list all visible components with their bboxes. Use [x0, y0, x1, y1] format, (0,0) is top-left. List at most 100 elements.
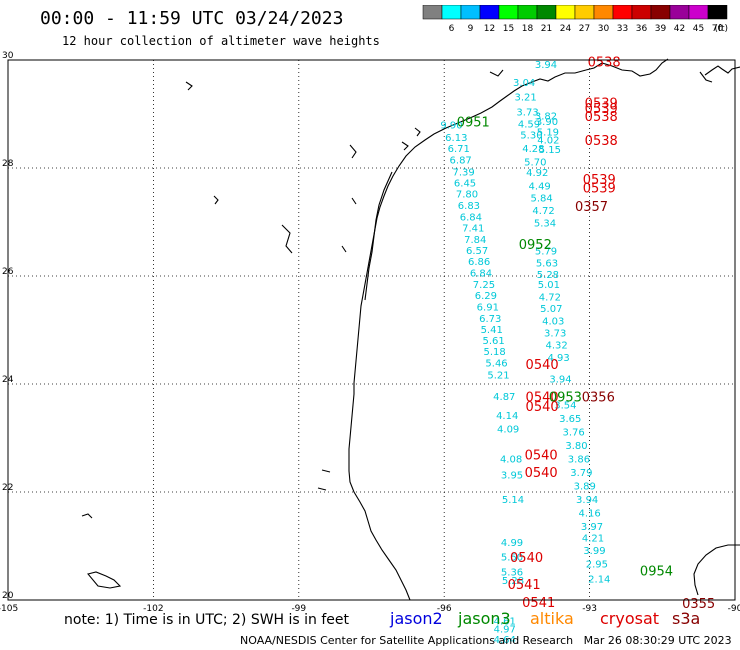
lon-tick-label: -102 [143, 604, 163, 614]
pass-time-label: 0357 [575, 200, 608, 215]
legend-label: 70 [712, 24, 724, 34]
pass-time-label: 0952 [519, 238, 552, 253]
legend-unit: (ft) [714, 24, 728, 34]
map-frame [7, 59, 736, 601]
legend-swatch [517, 5, 538, 20]
wave-height-value: 2.95 [586, 560, 608, 571]
legend-swatch [536, 5, 557, 20]
wave-height-value: 6.45 [454, 178, 476, 189]
legend-label: 21 [541, 24, 552, 34]
legend-label: 15 [503, 24, 514, 34]
pass-time-label: 0539 [585, 102, 618, 117]
legend-swatch [498, 5, 519, 20]
wave-height-value: 3.94 [535, 60, 557, 71]
legend-label: 9 [468, 24, 474, 34]
satellite-label-jason3: jason3 [458, 609, 511, 628]
wave-height-value: 3.80 [565, 441, 587, 452]
wave-height-value: 6.73 [479, 314, 501, 325]
pass-time-label: 0539 [583, 181, 616, 196]
wave-height-value: 4.03 [542, 317, 564, 328]
wave-height-value: 5.79 [535, 246, 557, 257]
wave-height-value: 3.73 [544, 328, 566, 339]
pass-time-label: 0539 [585, 97, 618, 112]
wave-height-value: 6.57 [466, 246, 488, 257]
lon-tick-label: -93 [582, 604, 597, 614]
pass-time-label: 0951 [457, 115, 490, 130]
wave-height-value: 4.72 [532, 206, 554, 217]
wave-height-value: 3.54 [554, 400, 576, 411]
legend-swatch [422, 5, 443, 20]
wave-height-value: 7.41 [462, 224, 484, 235]
legend-swatch [631, 5, 652, 20]
legend-label: 45 [693, 24, 704, 34]
wave-height-value: 3.95 [501, 471, 523, 482]
wave-height-value: 4.21 [582, 534, 604, 545]
wave-height-value: 6.84 [460, 212, 482, 223]
wave-height-value: 4.99 [501, 538, 523, 549]
wave-height-value: 4.09 [497, 425, 519, 436]
wave-height-value: 4.64 [494, 635, 516, 646]
legend-swatch [650, 5, 671, 20]
wave-height-value: 4.61 [494, 616, 516, 627]
wave-height-value: 5.50 [501, 553, 523, 564]
wave-height-value: 5.41 [481, 325, 503, 336]
wave-height-value: 4.97 [494, 624, 516, 635]
lat-tick-label: 30 [2, 51, 14, 61]
legend-label: 18 [522, 24, 534, 34]
pass-time-label: 0540 [526, 400, 559, 415]
wave-height-value: 3.82 [535, 111, 557, 122]
wave-height-value: 7.80 [456, 190, 478, 201]
legend-swatch [574, 5, 595, 20]
wave-height-value: 5.36 [501, 568, 523, 579]
wave-height-value: 3.89 [574, 481, 596, 492]
legend-swatch [460, 5, 481, 20]
wave-height-value: 5.46 [485, 359, 507, 370]
wave-height-value: 5.15 [539, 145, 561, 156]
legend-label: 36 [636, 24, 648, 34]
legend-label: 12 [484, 24, 495, 34]
wave-height-value: 6.29 [475, 291, 497, 302]
wave-height-value: 5.63 [536, 258, 558, 269]
wave-height-value: 4.02 [537, 136, 559, 147]
wave-height-value: 4.16 [578, 508, 600, 519]
wave-height-value: 5.61 [483, 336, 505, 347]
wave-height-value: 5.84 [530, 193, 552, 204]
legend-label: 6 [449, 24, 455, 34]
wave-height-value: 5.70 [524, 157, 546, 168]
wave-height-value: 5.19 [537, 128, 559, 139]
legend-label: 42 [674, 24, 685, 34]
footer-note: note: 1) Time is in UTC; 2) SWH is in fe… [64, 612, 350, 628]
lon-tick-label: -90 [728, 604, 740, 614]
wave-height-value: 6.84 [470, 269, 492, 280]
wave-height-value: 3.76 [562, 427, 584, 438]
legend-label: 39 [655, 24, 667, 34]
lon-tick-label: -105 [0, 604, 18, 614]
wave-height-value: 4.08 [500, 454, 522, 465]
wave-height-value: 6.13 [445, 133, 467, 144]
legend-swatch [669, 5, 690, 20]
pass-time-label: 0540 [525, 466, 558, 481]
wave-height-value: 5.21 [487, 371, 509, 382]
color-legend: 6 9 12 15 18 21 24 27 30 33 36 39 42 45 70(ft) [422, 5, 728, 34]
wave-height-value: 7.25 [473, 280, 495, 291]
wave-height-value: 4.14 [496, 411, 518, 422]
wave-height-value: 6.91 [477, 303, 499, 314]
legend-label: 30 [598, 24, 610, 34]
wave-height-value: 3.97 [581, 522, 603, 533]
wave-height-value: 3.94 [576, 495, 598, 506]
wave-height-value: 6.87 [450, 156, 472, 167]
wave-height-value: 4.93 [547, 353, 569, 364]
wave-height-value: 5.30 [520, 130, 542, 141]
wave-height-value: 3.90 [536, 117, 558, 128]
pass-time-label: 0538 [585, 110, 618, 125]
legend-label: 27 [579, 24, 590, 34]
page-title: 00:00 - 11:59 UTC 03/24/2023 [40, 8, 344, 29]
satellite-label-cryosat: cryosat [600, 609, 660, 628]
pass-time-label: 0953 [549, 390, 582, 405]
satellite-label-altika: altika [530, 609, 574, 628]
page-subtitle: 12 hour collection of altimeter wave hei… [62, 34, 380, 48]
wave-height-value: 3.04 [513, 78, 535, 89]
pass-time-label: 0356 [582, 390, 615, 405]
pass-time-label: 0538 [588, 55, 621, 70]
